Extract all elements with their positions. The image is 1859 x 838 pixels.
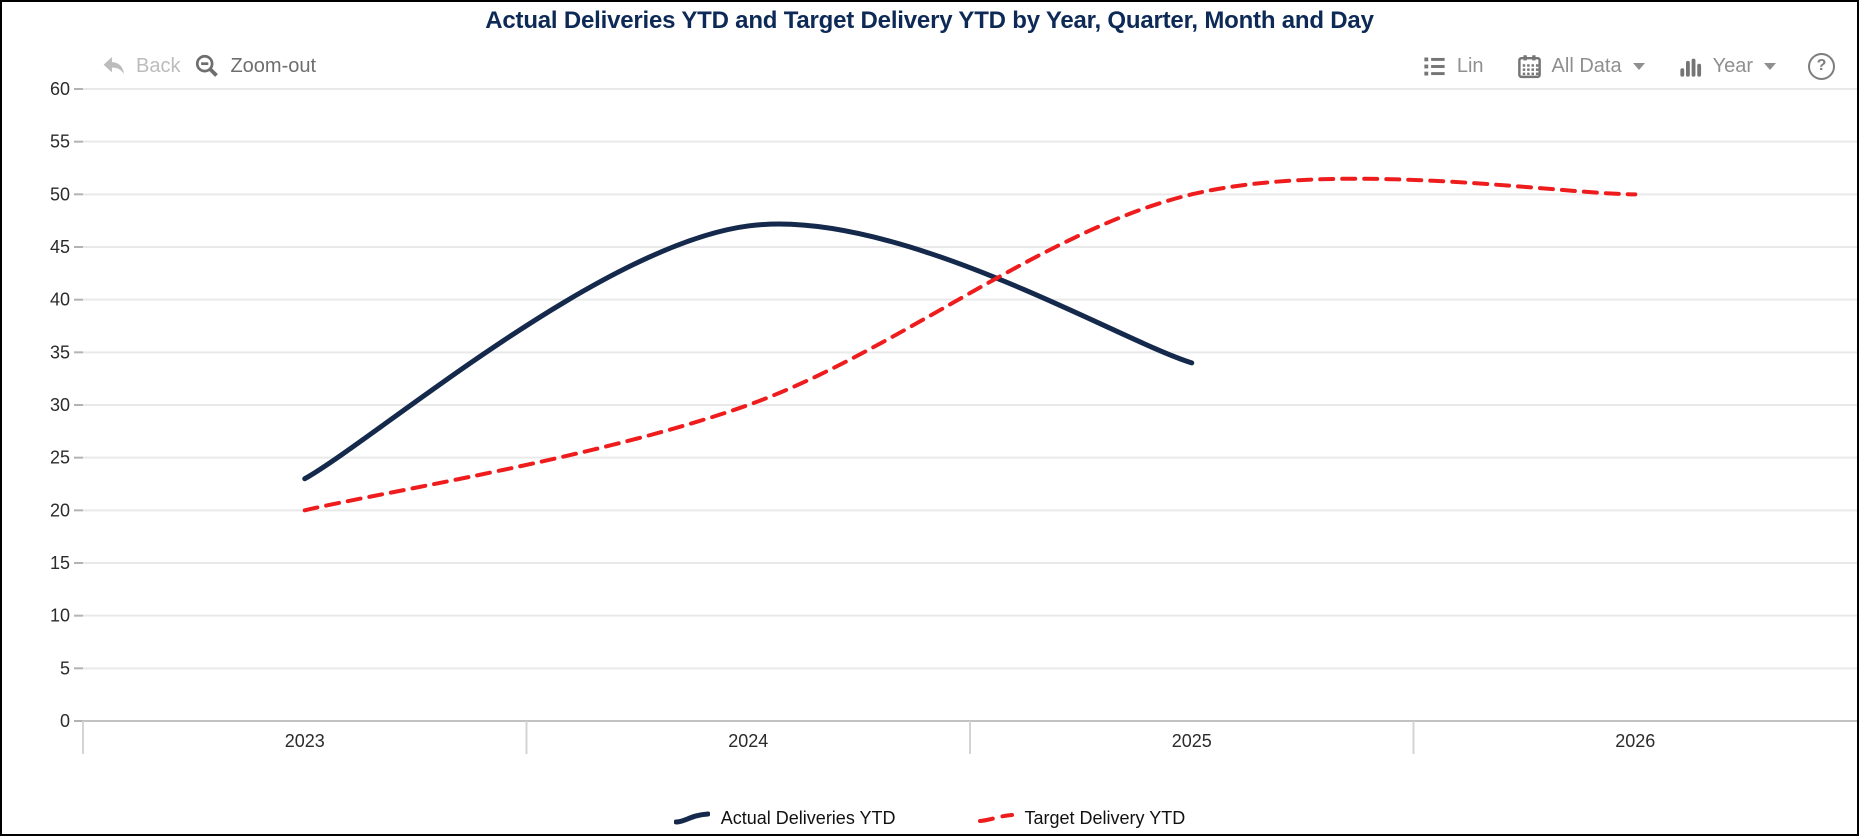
legend-label: Target Delivery YTD [1024, 807, 1186, 828]
series-path-actual-deliveries-ytd [302, 221, 1195, 482]
linear-scale-toggle[interactable]: Lin [1421, 53, 1484, 80]
y-axis-label: 10 [50, 606, 70, 626]
legend-swatch-solid-line [673, 811, 710, 825]
y-axis-label: 60 [50, 79, 70, 99]
calendar-icon [1517, 54, 1541, 78]
legend-item-target-delivery[interactable]: Target Delivery YTD [977, 807, 1186, 829]
y-axis-label: 5 [60, 658, 70, 678]
zoom-out-label: Zoom-out [230, 54, 317, 77]
lin-label: Lin [1456, 54, 1484, 77]
navigation-toolbar: Back Zoom-out [100, 46, 316, 86]
y-axis-label: 50 [50, 184, 70, 204]
chart-legend: Actual Deliveries YTD Target Delivery YT… [0, 798, 1859, 838]
y-axis-label: 0 [60, 711, 70, 731]
chevron-down-icon [1764, 62, 1776, 70]
display-toolbar: Lin All Data Year ? [1421, 46, 1835, 86]
all-data-dropdown[interactable]: All Data [1516, 53, 1645, 80]
y-axis-label: 30 [50, 395, 70, 415]
year-label: Year [1712, 54, 1753, 77]
y-axis-label: 35 [50, 342, 70, 362]
help-glyph: ? [1816, 57, 1827, 74]
all-data-label: All Data [1551, 54, 1622, 77]
legend-label: Actual Deliveries YTD [720, 807, 896, 828]
zoom-out-icon [196, 54, 219, 77]
y-axis-label: 25 [50, 448, 70, 468]
chart-title: Actual Deliveries YTD and Target Deliver… [485, 7, 1374, 34]
y-axis-label: 55 [50, 132, 70, 152]
x-axis-label: 2025 [1172, 731, 1212, 751]
y-axis-label: 40 [50, 290, 70, 310]
x-axis-label: 2023 [285, 731, 325, 751]
y-axis-label: 45 [50, 237, 70, 257]
back-label: Back [136, 54, 181, 77]
x-axis-label: 2026 [1615, 731, 1655, 751]
back-arrow-icon [103, 56, 124, 74]
help-icon[interactable]: ? [1808, 52, 1835, 80]
y-axis-label: 15 [50, 553, 70, 573]
bar-chart-icon [1679, 58, 1701, 77]
x-axis-label: 2024 [728, 731, 768, 751]
list-icon [1424, 57, 1445, 75]
y-axis-label: 20 [50, 500, 70, 520]
chevron-down-icon [1632, 62, 1645, 70]
zoom-out-button[interactable]: Zoom-out [194, 53, 316, 80]
legend-item-actual-deliveries[interactable]: Actual Deliveries YTD [673, 807, 896, 829]
back-button[interactable]: Back [100, 53, 180, 80]
year-unit-dropdown[interactable]: Year [1677, 53, 1776, 80]
series-path-target-delivery-ytd [302, 176, 1638, 513]
legend-swatch-dashed-line [977, 813, 1014, 823]
